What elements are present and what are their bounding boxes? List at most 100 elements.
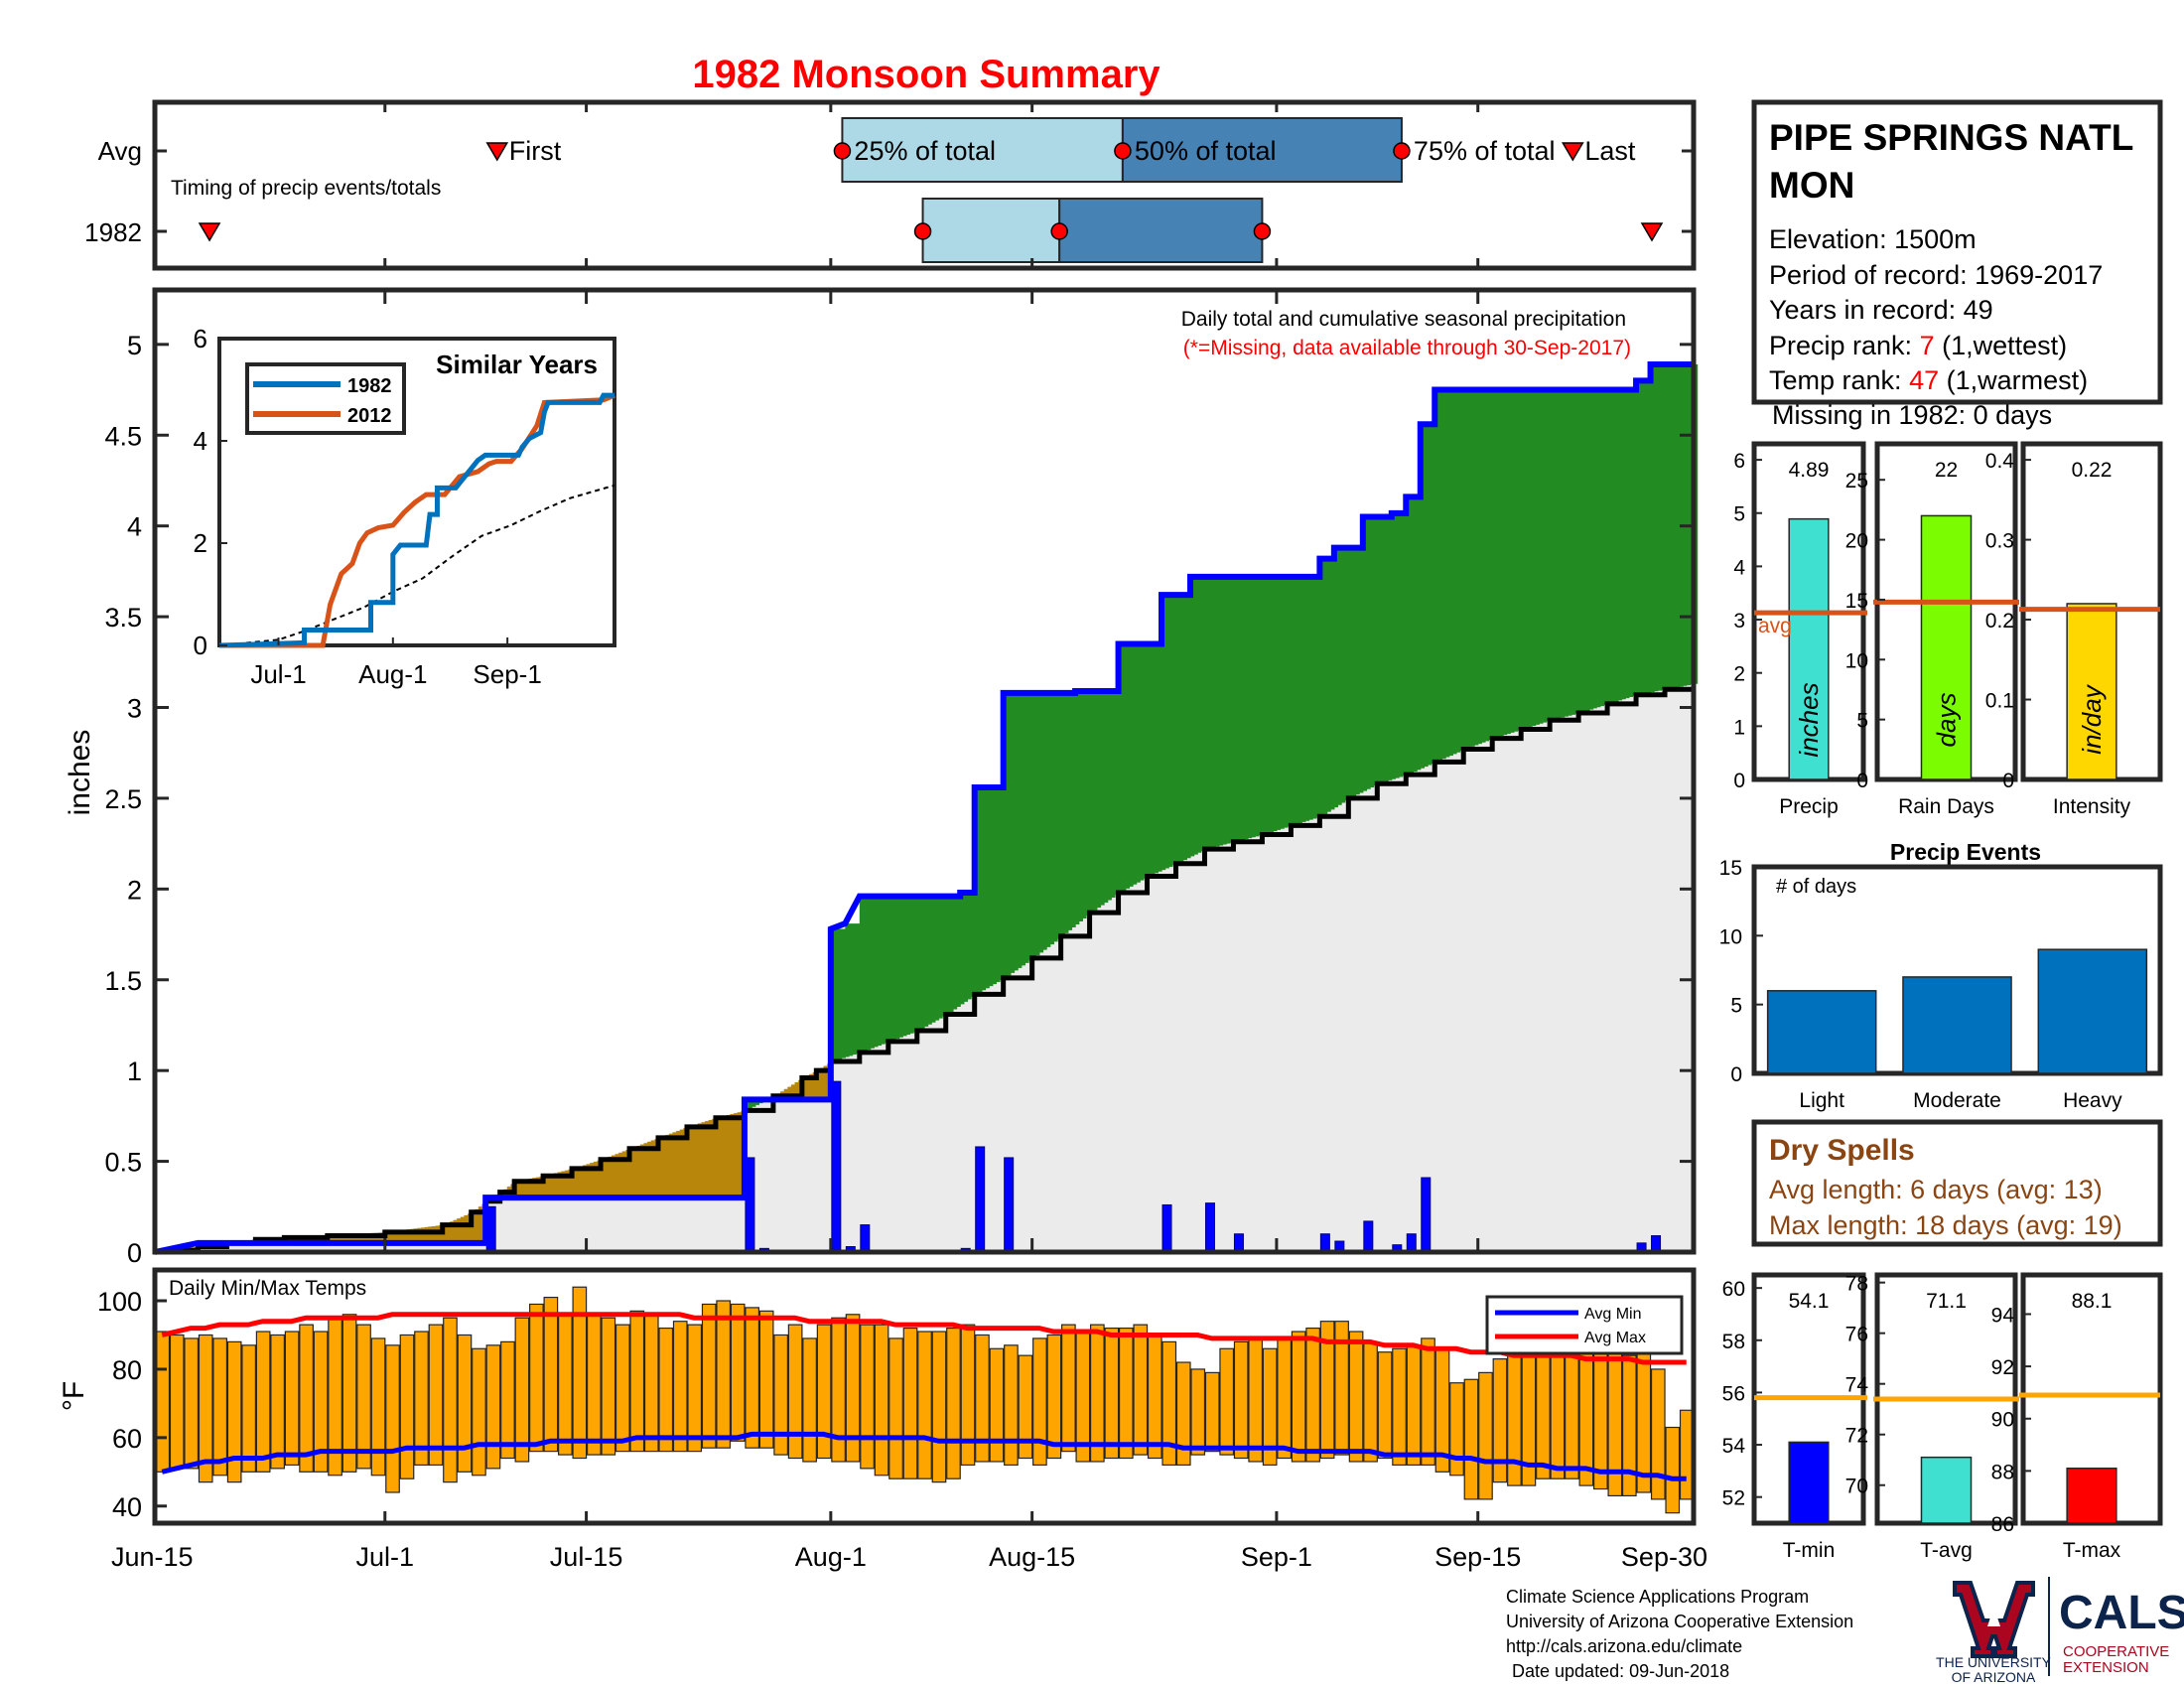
daily-temp-bar	[931, 1331, 947, 1483]
tb-tmax-bar	[2066, 1467, 2117, 1524]
temp-rank-value: 47	[1909, 365, 1939, 395]
daily-temp-bar	[658, 1327, 674, 1453]
precip-y-tick-label: 3.5	[104, 603, 142, 633]
daily-temp-bar	[1550, 1354, 1566, 1479]
tb-tmax-axis-label: T-max	[2063, 1539, 2121, 1562]
daily-temp-bar	[946, 1327, 961, 1479]
daily-temp-bar	[1204, 1371, 1220, 1453]
precip-events-bar-moderate	[1902, 976, 2012, 1074]
x-tick-label: Aug-1	[795, 1542, 867, 1572]
daily-temp-bar	[572, 1286, 588, 1460]
daily-temp-bar	[198, 1334, 213, 1483]
daily-temp-bar	[212, 1337, 228, 1477]
daily-temp-bar	[341, 1314, 357, 1473]
sb-precip-y-tick-label: 4	[1733, 556, 1745, 579]
sb-precip-y-tick-label: 6	[1733, 450, 1745, 473]
daily-temp-bar	[1650, 1368, 1666, 1500]
first-event-label: First	[509, 136, 562, 166]
sb-intensity-y-tick-label: 0.2	[1985, 610, 2014, 633]
daily-temp-bar	[1061, 1324, 1076, 1453]
avg-p75-marker	[1393, 142, 1411, 160]
precip-y-tick-label: 4.5	[104, 421, 142, 451]
x-tick-label: Jul-15	[550, 1542, 623, 1572]
precip-events-y-tick-label: 15	[1719, 857, 1742, 880]
x-tick-label: Sep-1	[1241, 1542, 1312, 1572]
daily-temp-bar	[1161, 1340, 1177, 1467]
precip-events-bar-heavy	[2037, 948, 2148, 1074]
sb-intensity-value-label: 0.22	[2072, 459, 2113, 482]
precip-caption: Daily total and cumulative seasonal prec…	[1181, 308, 1626, 331]
daily-temp-bar	[1089, 1324, 1105, 1463]
sb-precip-unit-label: inches	[1794, 682, 1824, 757]
daily-temp-bar	[1492, 1357, 1508, 1483]
daily-temp-bar	[1392, 1347, 1407, 1467]
daily-temp-bar	[1118, 1327, 1134, 1460]
inset-x-tick-label: Jul-1	[250, 659, 306, 689]
tmin-panel: 54.1 52 54 56 58 60 T-min	[1722, 1272, 1867, 1562]
station-name-line1: PIPE SPRINGS NATL	[1769, 117, 2133, 158]
ua-line1: THE UNIVERSITY	[1936, 1654, 2052, 1670]
tb-tavg-value-label: 71.1	[1926, 1290, 1967, 1313]
cumulative-1982-line	[154, 360, 1694, 1255]
daily-precip-bar	[975, 1146, 986, 1253]
daily-temp-bar	[1478, 1371, 1493, 1500]
temp-y-tick-label: 100	[97, 1287, 142, 1317]
daily-temp-bar	[1449, 1382, 1464, 1477]
precip-y-tick-label: 0	[127, 1238, 142, 1268]
daily-temp-bar	[601, 1317, 616, 1456]
sb-raindays-y-tick-label: 5	[1856, 710, 1868, 733]
rain-days-panel: 22 0 5 10 15 20 25 days Rain Days	[1845, 441, 2019, 818]
daily-temp-bar	[1363, 1340, 1378, 1463]
coop-line1: COOPERATIVE	[2063, 1643, 2169, 1660]
inset-frame	[217, 337, 616, 647]
legend-1982-label: 1982	[347, 375, 392, 397]
temp-plot-content	[155, 1286, 1695, 1514]
sb-precip-bar	[1788, 517, 1830, 780]
missing-days: Missing in 1982: 0 days	[1772, 400, 2052, 430]
precip-plot-frame	[152, 287, 1697, 1255]
daily-temp-bar	[155, 1331, 171, 1473]
precip-chart: 0 0.5 1 1.5 2 2.5 3 3.5 4 4.5 5 inches Daily total…	[64, 287, 1699, 1268]
temp-chart: 40 60 80 100 Jun-15 Jul-1 Jul-15 Aug-1 Aug-15 Se…	[58, 1267, 1707, 1572]
avg-min-line	[161, 1431, 1687, 1481]
sb-raindays-y-tick-label: 20	[1845, 530, 1868, 553]
precip-y-tick-label: 0.5	[104, 1148, 142, 1178]
tb-tavg-axis-label: T-avg	[1920, 1539, 1973, 1562]
precip-events-panel: Precip Events Light Moderate Heavy 0 5 10 15 # …	[1719, 839, 2163, 1112]
daily-temp-bar	[730, 1303, 746, 1442]
daily-temp-bar	[1536, 1344, 1551, 1479]
daily-temp-bar	[629, 1310, 645, 1453]
intensity-panel: 0.22 0 0.1 0.2 0.3 0.4 in/day Intensity	[1985, 441, 2163, 818]
daily-temp-bar	[831, 1317, 846, 1463]
inset-x-tick-label: Sep-1	[473, 659, 541, 689]
daily-temp-bar	[860, 1324, 875, 1470]
precip-y-tick-label: 5	[127, 331, 142, 360]
precip-plot-content	[154, 360, 1699, 1255]
daily-temp-bar	[1291, 1331, 1306, 1463]
dry-spells-title: Dry Spells	[1769, 1134, 1915, 1167]
daily-temp-bar	[1190, 1368, 1206, 1456]
precip-rank-value: 7	[1920, 331, 1935, 360]
daily-temp-bar	[1233, 1340, 1249, 1460]
daily-temp-bar	[672, 1321, 688, 1453]
avg-cumulative-line	[155, 683, 1697, 1255]
station-info-box: PIPE SPRINGS NATL MON Elevation: 1500m P…	[1751, 99, 2163, 430]
daily-temp-bar	[385, 1344, 400, 1493]
daily-temp-bar	[1219, 1347, 1235, 1456]
tb-tavg-y-tick-label: 76	[1845, 1324, 1868, 1346]
inset-legend	[245, 362, 406, 435]
avg-p25-marker	[833, 142, 852, 160]
precip-y-tick-label: 2	[127, 875, 142, 905]
sb-intensity-y-tick-label: 0.4	[1985, 450, 2015, 473]
daily-temp-bar	[716, 1300, 732, 1449]
precip-events-ylabel: # of days	[1776, 876, 1856, 898]
tb-tmax-value-label: 88.1	[2072, 1290, 2113, 1313]
tb-tmin-y-tick-label: 54	[1722, 1435, 1746, 1458]
footer-line2: University of Arizona Cooperative Extens…	[1506, 1612, 1853, 1631]
daily-temp-bar	[1592, 1344, 1608, 1490]
inset-y-tick-label: 0	[194, 631, 207, 660]
daily-temp-bar	[1262, 1347, 1278, 1467]
tb-tmin-y-tick-label: 52	[1722, 1487, 1745, 1510]
daily-precip-bar	[860, 1224, 871, 1253]
